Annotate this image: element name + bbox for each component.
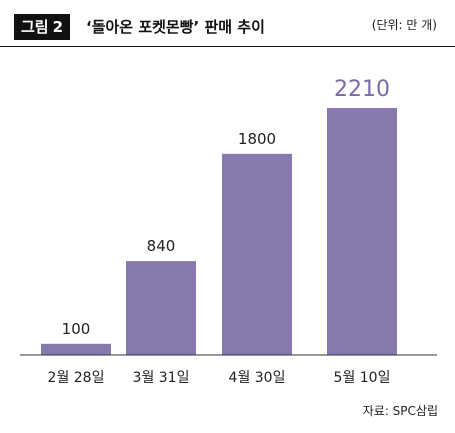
header-divider xyxy=(0,46,455,47)
source-note: 자료: SPC삼립 xyxy=(362,404,438,418)
value-label-2: 840 xyxy=(147,237,176,255)
bar-1 xyxy=(41,343,111,355)
value-label-3: 1800 xyxy=(238,130,276,148)
figure-label: 그림 xyxy=(21,18,49,36)
figure-badge: 그림 2 xyxy=(14,14,71,40)
category-label-2: 3월 31일 xyxy=(133,370,190,386)
chart-title: ‘돌아온 포켓몬빵’ 판매 추이 xyxy=(86,18,265,36)
category-label-4: 5월 10일 xyxy=(334,370,391,386)
category-label-1: 2월 28일 xyxy=(48,370,105,386)
bar-2 xyxy=(126,261,196,355)
category-label-3: 4월 30일 xyxy=(229,370,286,386)
value-label-4: 2210 xyxy=(334,77,390,102)
chart-header: 그림 2 ‘돌아온 포켓몬빵’ 판매 추이 (단위: 만 개) xyxy=(0,0,455,50)
value-label-1: 100 xyxy=(62,320,91,338)
figure-number: 2 xyxy=(52,18,64,36)
bar-3 xyxy=(222,153,292,355)
bar-4 xyxy=(327,108,397,355)
unit-label: (단위: 만 개) xyxy=(371,18,437,32)
